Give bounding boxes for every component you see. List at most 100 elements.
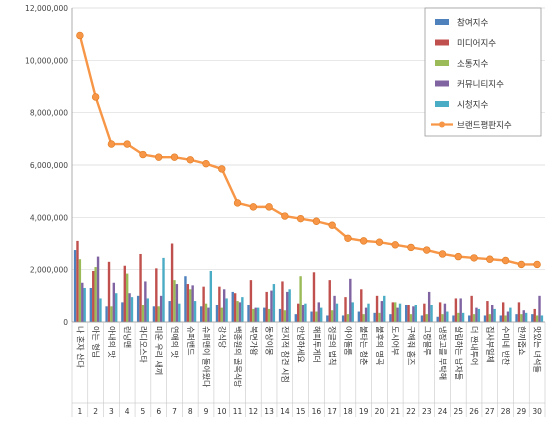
- bar: [409, 314, 413, 322]
- bar: [443, 303, 447, 322]
- bar: [272, 284, 276, 322]
- bar: [351, 302, 354, 322]
- x-tick-label: 3: [109, 407, 114, 416]
- program-name-label: 강식당: [217, 326, 227, 349]
- x-tick-label: 26: [469, 407, 479, 416]
- bar: [461, 312, 465, 322]
- line-point: [123, 140, 131, 148]
- bar: [76, 240, 79, 322]
- program-name-label: 맛있는 녀석들: [533, 326, 543, 373]
- x-axis: 나 혼자 산다 아는 형님 아내의 맛 런닝맨 라디오스타 미운 우리 새끼 연애의 맛 슈퍼…: [71, 321, 546, 417]
- line-point: [170, 153, 179, 161]
- line-point: [359, 237, 368, 245]
- bar: [367, 303, 370, 322]
- x-tick-label: 29: [517, 407, 527, 416]
- bar: [407, 304, 410, 322]
- bar: [121, 302, 124, 322]
- bar: [362, 314, 365, 322]
- bar: [144, 281, 147, 322]
- program-name-label: 도시어부: [391, 326, 401, 355]
- bar: [202, 286, 205, 322]
- bar: [252, 308, 255, 322]
- bar: [286, 291, 289, 322]
- bar: [452, 315, 455, 322]
- bar-series-group: [73, 240, 544, 322]
- program-name-label: 안녕하세요: [296, 326, 306, 363]
- line-point: [76, 31, 84, 40]
- line-point: [218, 165, 226, 173]
- program-name-label: 냉장고를 부탁해: [438, 326, 448, 380]
- x-tick-label: 22: [406, 407, 416, 416]
- bar: [486, 301, 489, 322]
- program-name-label: 런닝맨: [123, 326, 133, 348]
- x-tick-label: 17: [327, 407, 337, 416]
- bar: [288, 289, 291, 322]
- bar: [312, 272, 316, 322]
- bar: [391, 302, 395, 322]
- legend-label: 미디어지수: [457, 38, 496, 49]
- bar: [81, 282, 84, 322]
- bar: [218, 286, 221, 322]
- line-point: [375, 238, 384, 246]
- line-point: [344, 234, 352, 242]
- bar: [475, 307, 478, 322]
- bar: [531, 314, 534, 322]
- legend-label: 커뮤니티지수: [457, 79, 504, 90]
- program-name-label: 연애의 맛: [170, 326, 180, 359]
- line-point: [501, 256, 510, 265]
- bar: [412, 306, 415, 322]
- bar: [335, 303, 339, 322]
- bar: [278, 308, 282, 322]
- bar: [380, 301, 384, 322]
- line-point: [517, 260, 526, 269]
- bar: [396, 307, 399, 322]
- bar: [344, 297, 347, 322]
- bar: [483, 315, 487, 322]
- legend-label: 소통지수: [457, 60, 488, 70]
- bar: [488, 314, 492, 322]
- bar: [92, 270, 95, 322]
- x-tick-label: 21: [390, 407, 400, 416]
- x-tick-label: 5: [141, 407, 146, 416]
- bar: [499, 315, 502, 322]
- line-point: [91, 93, 100, 101]
- bar: [263, 307, 266, 322]
- bar: [383, 295, 386, 322]
- line-point: [186, 156, 194, 164]
- bar-series-5: [83, 257, 544, 322]
- legend-label: 브랜드평판지수: [457, 120, 512, 131]
- bar: [123, 265, 126, 322]
- x-tick-label: 15: [296, 407, 306, 416]
- bar: [184, 276, 187, 322]
- program-name-label: 백종원의 골목식당: [233, 326, 243, 388]
- bar: [115, 293, 118, 322]
- bar: [107, 261, 111, 322]
- line-point: [155, 153, 163, 161]
- legend-label: 시청지수: [457, 101, 488, 111]
- bar: [238, 302, 242, 322]
- x-tick-label: 13: [264, 407, 274, 416]
- bar: [175, 284, 179, 322]
- x-tick-label: 16: [312, 407, 322, 416]
- bar: [315, 311, 318, 322]
- bar: [249, 280, 253, 322]
- program-name-label: 라디오스타: [138, 326, 147, 363]
- bar: [294, 314, 298, 322]
- x-tick-label: 10: [217, 407, 227, 416]
- program-name-label: 살림하는 남자들: [454, 326, 464, 380]
- x-tick-label: 24: [438, 407, 448, 416]
- x-tick-label: 23: [422, 407, 432, 416]
- x-tick-label: 11: [233, 407, 243, 416]
- bar: [346, 314, 350, 322]
- line-point: [139, 150, 147, 159]
- line-point: [312, 217, 321, 225]
- legend-marker: [439, 121, 445, 128]
- bar: [209, 270, 213, 322]
- bar: [222, 289, 226, 322]
- bar: [446, 311, 449, 322]
- bar: [215, 304, 219, 322]
- legend-swatch: [435, 80, 449, 87]
- line-point: [202, 159, 210, 168]
